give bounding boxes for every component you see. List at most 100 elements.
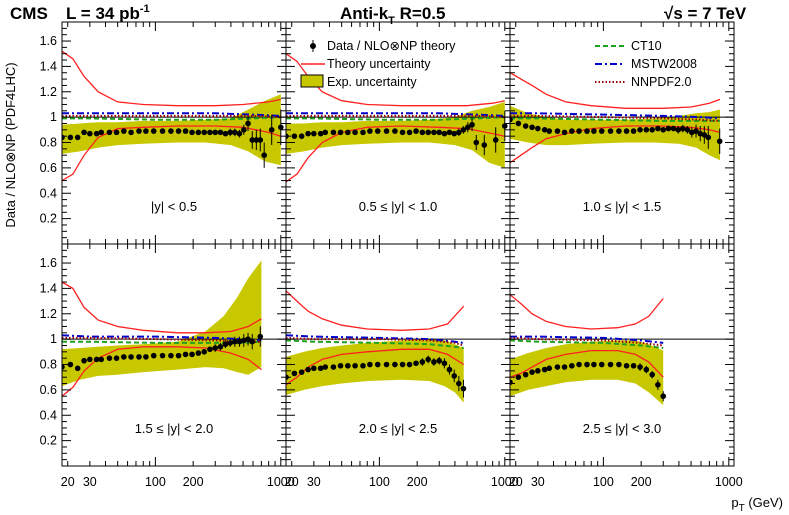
data-point <box>189 129 195 136</box>
legend-exp-label: Exp. uncertainty <box>327 75 417 89</box>
exp-uncertainty-band <box>62 260 262 387</box>
data-point <box>113 355 120 361</box>
data-point <box>352 362 358 369</box>
data-point <box>150 128 157 134</box>
data-point <box>473 139 480 146</box>
data-point <box>529 124 535 131</box>
data-point <box>201 129 208 136</box>
theory-uncertainty-upper <box>510 72 721 109</box>
data-point <box>195 129 202 136</box>
data-point <box>317 130 324 137</box>
data-point <box>337 129 344 136</box>
legend-data-label: Data / NLO⊗NP theory <box>327 39 456 53</box>
legend-mstw-label: MSTW2008 <box>631 57 697 71</box>
data-point <box>529 369 535 375</box>
panel-plot-area <box>510 72 734 164</box>
legend-main: Data / NLO⊗NP theory Theory uncertainty Ex… <box>300 39 456 89</box>
y-axis-title: Data / NLO⊗NP (PDF4LHC) <box>3 62 18 227</box>
data-point <box>675 127 682 133</box>
data-point <box>261 152 267 158</box>
x-tick-label: 30 <box>531 475 545 489</box>
mstw2008-curve <box>510 112 721 120</box>
data-point <box>598 128 605 134</box>
data-point <box>236 130 243 137</box>
x-tick-label: 1000 <box>267 475 295 489</box>
data-point <box>680 125 686 132</box>
data-point <box>431 359 437 365</box>
exp-uncertainty-band <box>286 339 464 403</box>
theory-uncertainty-lower <box>62 125 281 182</box>
data-point <box>195 350 202 356</box>
x-tick-label: 200 <box>631 475 652 489</box>
data-point <box>515 120 522 127</box>
data-point <box>98 129 105 136</box>
data-point <box>598 361 605 368</box>
data-point <box>253 137 260 143</box>
data-point <box>330 129 337 136</box>
header-lumi: L = 34 pb-1 <box>66 3 150 23</box>
data-point <box>649 371 656 378</box>
data-point <box>660 127 667 133</box>
data-point <box>649 127 656 133</box>
data-point <box>535 368 541 374</box>
panel-4: 0.2 0.4 0.6 0.8 1 1.2 1.4 1.6 20 30 100 200 1000 1.5 … <box>40 243 295 489</box>
data-point <box>481 142 488 148</box>
data-point <box>655 125 661 132</box>
data-point <box>607 128 614 134</box>
nnpdf-curve <box>286 114 505 119</box>
panel-5: 20 30 100 200 1000 2.0 ≤ |y| < 2.5 <box>285 243 519 489</box>
ct10-curve <box>510 339 664 349</box>
data-point <box>128 354 134 360</box>
ct10-curve <box>62 116 281 121</box>
data-point <box>257 333 264 340</box>
data-point <box>541 366 548 373</box>
data-point <box>159 128 166 134</box>
legend-pdf: CT10 MSTW2008 NNPDF2.0 <box>595 39 697 89</box>
y-tick-label: 1.4 <box>40 59 57 73</box>
mstw2008-curve <box>286 112 505 117</box>
data-point <box>451 373 458 379</box>
data-point <box>469 121 475 128</box>
data-point <box>406 361 413 368</box>
y-tick-label: 0.8 <box>40 358 57 372</box>
data-point <box>546 128 553 134</box>
panel-3: 1.0 ≤ |y| < 1.5 <box>509 21 735 245</box>
data-point <box>227 129 234 136</box>
rapidity-bin-label: 2.5 ≤ |y| < 3.0 <box>583 421 662 436</box>
data-point <box>591 361 597 368</box>
data-point <box>217 129 224 136</box>
data-point <box>217 343 224 350</box>
header-algo-sub: T <box>388 15 395 27</box>
data-point <box>643 366 650 373</box>
data-point <box>136 128 142 134</box>
x-axis-title-sub: T <box>739 503 745 514</box>
theory-uncertainty-upper <box>62 281 262 334</box>
ct10-curve <box>286 116 505 121</box>
theory-uncertainty-lower <box>62 346 262 397</box>
header-lumi-text: L = 34 pb <box>66 4 140 23</box>
nnpdf-curve <box>510 114 721 122</box>
data-point <box>345 129 351 136</box>
data-point <box>569 362 575 369</box>
theory-uncertainty-upper <box>62 50 281 107</box>
data-point <box>367 361 373 368</box>
data-point <box>431 129 437 136</box>
data-point <box>591 128 597 134</box>
theory-uncertainty-lower <box>510 125 721 164</box>
data-point <box>227 340 234 346</box>
y-tick-label: 0.6 <box>40 383 57 397</box>
data-point <box>121 354 127 360</box>
x-tick-label: 100 <box>593 475 614 489</box>
nnpdf-curve <box>62 114 281 119</box>
theory-uncertainty-upper <box>286 53 505 107</box>
data-point <box>502 123 508 129</box>
data-point <box>419 129 426 136</box>
theory-uncertainty-lower <box>286 125 505 183</box>
data-point <box>222 341 229 348</box>
x-tick-label: 200 <box>407 475 428 489</box>
data-point <box>121 128 127 134</box>
data-point <box>245 120 251 127</box>
data-point <box>159 352 166 359</box>
mstw2008-curve <box>286 334 464 344</box>
data-point <box>623 362 630 369</box>
